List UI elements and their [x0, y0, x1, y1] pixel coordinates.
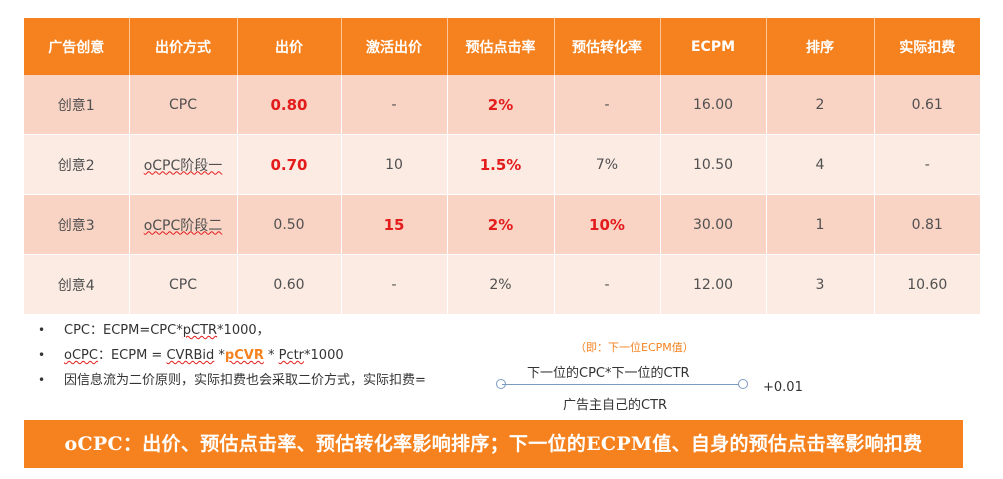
- table-header-row: 广告创意 出价方式 出价 激活出价 预估点击率 预估转化率 ECPM 排序 实际…: [24, 18, 980, 75]
- table-cell: 0.61: [874, 75, 980, 135]
- note-cpc-pctr: pCTR: [182, 323, 218, 338]
- col-header-activation-bid: 激活出价: [341, 18, 448, 75]
- table-cell: -: [554, 75, 661, 135]
- table-cell: 15: [341, 194, 448, 255]
- table-cell: 创意4: [24, 254, 130, 315]
- table-cell: 0.50: [237, 194, 342, 255]
- table-cell: -: [554, 254, 661, 315]
- table-cell: 12.00: [660, 254, 767, 315]
- table-row: 创意3 oCPC阶段二 0.50 15 2% 10% 30.00 1 0.81: [24, 194, 980, 255]
- note-ocpc-star: *: [214, 348, 225, 363]
- table-cell: 10.50: [660, 134, 767, 195]
- note-cpc-suffix: *1000，: [217, 323, 270, 338]
- col-header-bid: 出价: [237, 18, 342, 75]
- col-header-pctr: 预估点击率: [447, 18, 555, 75]
- table-cell: 10.60: [874, 254, 980, 315]
- note-ocpc-mid: ：ECPM =: [97, 348, 167, 363]
- table-cell: 创意1: [24, 75, 130, 135]
- formula-plus: +0.01: [763, 380, 803, 395]
- formula-denominator: 广告主自己的CTR: [563, 398, 668, 413]
- table-cell: oCPC阶段二: [129, 194, 238, 255]
- bid-method-text: oCPC阶段二: [143, 217, 223, 234]
- note-ocpc-name: oCPC: [64, 348, 98, 363]
- table-cell: CPC: [129, 75, 238, 135]
- formula-numerator: 下一位的CPC*下一位的CTR: [527, 366, 690, 381]
- table-cell: 10: [341, 134, 448, 195]
- col-header-bid-method: 出价方式: [129, 18, 238, 75]
- table-cell: 1: [766, 194, 875, 255]
- ad-bidding-table: 广告创意 出价方式 出价 激活出价 预估点击率 预估转化率 ECPM 排序 实际…: [24, 18, 980, 315]
- notes-list: CPC：ECPM=CPC*pCTR*1000， oCPC：ECPM = CVRB…: [38, 318, 426, 393]
- table-cell: 0.60: [237, 254, 342, 315]
- table-cell: 30.00: [660, 194, 767, 255]
- note-ocpc-tail: *1000: [304, 348, 344, 363]
- table-cell: 7%: [554, 134, 661, 195]
- note-ocpc: oCPC：ECPM = CVRBid *pCVR * Pctr*1000: [38, 343, 426, 368]
- table-cell: -: [341, 254, 448, 315]
- table-cell: 创意3: [24, 194, 130, 255]
- table-row: 创意1 CPC 0.80 - 2% - 16.00 2 0.61: [24, 75, 980, 135]
- col-header-rank: 排序: [766, 18, 875, 75]
- formula-annotation: （即：下一位ECPM值）: [575, 341, 694, 354]
- table-cell: -: [874, 134, 980, 195]
- note-cpc: CPC：ECPM=CPC*pCTR*1000，: [38, 318, 426, 343]
- col-header-actual-charge: 实际扣费: [874, 18, 980, 75]
- col-header-pcvr: 预估转化率: [554, 18, 661, 75]
- note-ocpc-star2: *: [263, 348, 279, 363]
- table-cell: 1.5%: [447, 134, 555, 195]
- note-cpc-prefix: CPC：ECPM=CPC*: [64, 323, 183, 338]
- table-cell: -: [341, 75, 448, 135]
- table-cell: 16.00: [660, 75, 767, 135]
- table-cell: 2%: [447, 75, 555, 135]
- table-cell: 0.81: [874, 194, 980, 255]
- table-cell: CPC: [129, 254, 238, 315]
- table-cell: 创意2: [24, 134, 130, 195]
- table-cell: 2: [766, 75, 875, 135]
- table-cell: 0.80: [237, 75, 342, 135]
- note-charge-text: 因信息流为二价原则，实际扣费也会采取二价方式，实际扣费=: [64, 373, 426, 388]
- table-cell: 10%: [554, 194, 661, 255]
- note-ocpc-pcvr: pCVR: [224, 348, 264, 363]
- note-charge: 因信息流为二价原则，实际扣费也会采取二价方式，实际扣费=: [38, 368, 426, 393]
- note-ocpc-pctr: Pctr: [278, 348, 305, 363]
- table-cell: 2%: [447, 194, 555, 255]
- col-header-ecpm: ECPM: [660, 18, 767, 75]
- summary-banner: oCPC：出价、预估点击率、预估转化率影响排序；下一位的ECPM值、自身的预估点…: [24, 420, 963, 468]
- fraction-right-dot: [738, 379, 748, 389]
- bid-method-text: oCPC阶段一: [143, 157, 223, 174]
- col-header-creative: 广告创意: [24, 18, 130, 75]
- table-cell: 4: [766, 134, 875, 195]
- table-row: 创意4 CPC 0.60 - 2% - 12.00 3 10.60: [24, 254, 980, 315]
- table-cell: 3: [766, 254, 875, 315]
- note-ocpc-cvrbid: CVRBid: [166, 348, 215, 363]
- table-cell: 0.70: [237, 134, 342, 195]
- fraction-line: [502, 384, 742, 385]
- table-cell: 2%: [447, 254, 555, 315]
- table-cell: oCPC阶段一: [129, 134, 238, 195]
- table-row: 创意2 oCPC阶段一 0.70 10 1.5% 7% 10.50 4 -: [24, 134, 980, 195]
